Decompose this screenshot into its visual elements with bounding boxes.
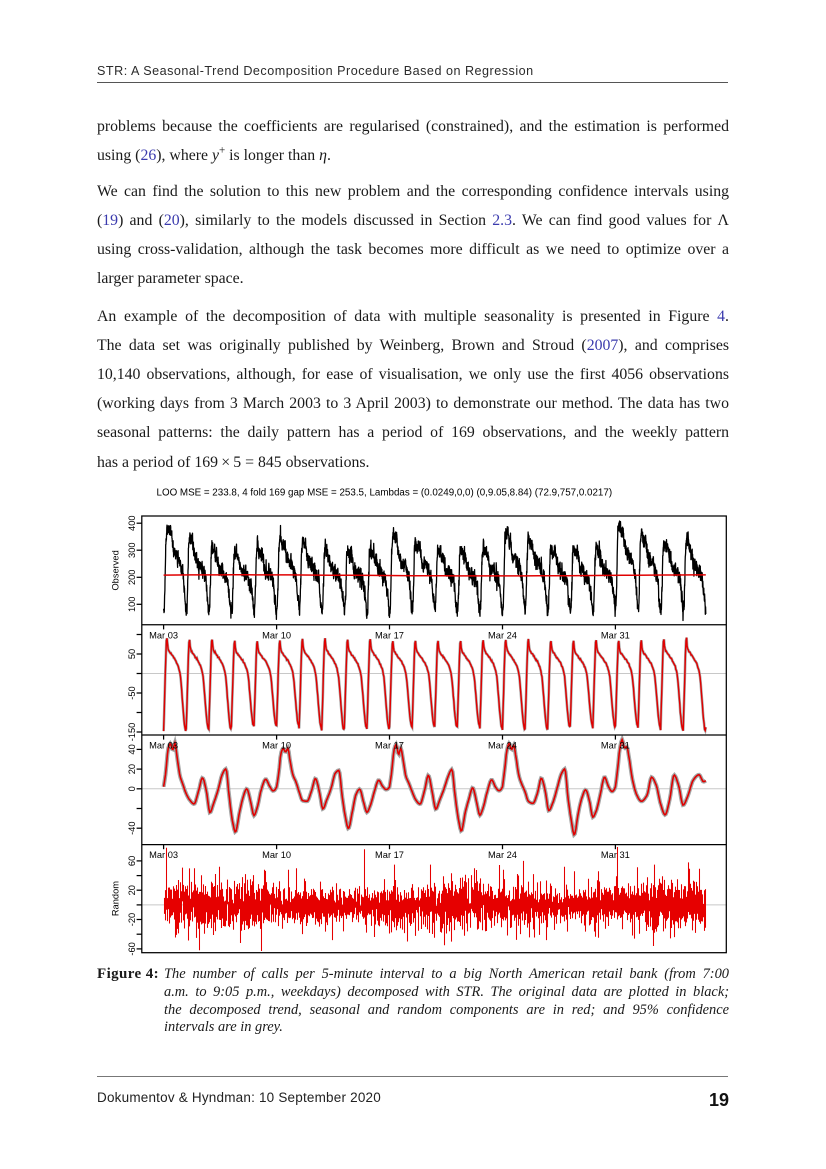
svg-text:20: 20 [127,764,137,774]
svg-text:300: 300 [127,542,137,558]
svg-text:100: 100 [127,597,137,613]
svg-text:Mar 24: Mar 24 [488,630,517,640]
svg-text:Mar 10: Mar 10 [262,741,291,751]
svg-text:Mar 17: Mar 17 [375,850,404,860]
svg-text:-40: -40 [127,821,137,834]
svg-text:Mar 10: Mar 10 [262,630,291,640]
svg-text:200: 200 [127,570,137,586]
svg-text:20: 20 [127,885,137,895]
svg-text:LOO MSE = 233.8, 4 fold 169 ga: LOO MSE = 233.8, 4 fold 169 gap MSE = 25… [157,487,613,498]
svg-text:50: 50 [127,649,137,659]
svg-text:Random: Random [111,881,121,916]
svg-text:-20: -20 [127,913,137,926]
svg-text:40: 40 [127,744,137,754]
svg-text:Mar 17: Mar 17 [375,741,404,751]
svg-text:Mar 03: Mar 03 [149,850,178,860]
svg-text:60: 60 [127,856,137,866]
svg-text:0: 0 [127,786,137,791]
svg-text:Mar 24: Mar 24 [488,741,517,751]
svg-text:Mar 10: Mar 10 [262,850,291,860]
svg-text:-50: -50 [127,686,137,699]
svg-text:400: 400 [127,515,137,531]
svg-text:Mar 31: Mar 31 [601,741,630,751]
svg-text:-60: -60 [127,942,137,955]
svg-text:-150: -150 [127,723,137,742]
svg-text:Mar 03: Mar 03 [149,741,178,751]
svg-text:Mar 24: Mar 24 [488,850,517,860]
svg-text:Mar 31: Mar 31 [601,630,630,640]
svg-text:Mar 31: Mar 31 [601,850,630,860]
svg-text:Observed: Observed [111,550,121,590]
svg-text:Mar 17: Mar 17 [375,630,404,640]
svg-text:Mar 03: Mar 03 [149,630,178,640]
